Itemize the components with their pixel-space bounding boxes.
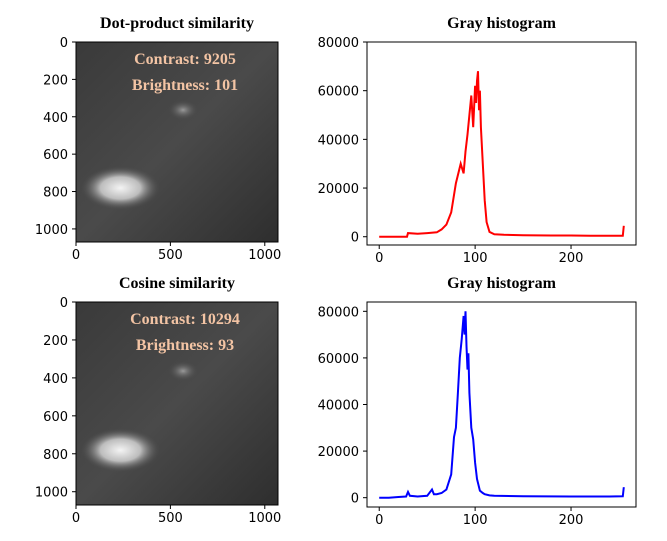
annotation: Contrast: 9205 <box>134 51 236 68</box>
x-tick-label: 200 <box>559 251 584 266</box>
image-highlight <box>80 428 161 473</box>
line <box>379 311 625 499</box>
y-tick-label: 0 <box>60 36 68 51</box>
x-tick-label: 100 <box>463 513 488 528</box>
y-tick-label: 60000 <box>318 352 359 367</box>
y-tick-label: 1000 <box>35 223 68 238</box>
y-tick-label: 40000 <box>318 399 359 414</box>
chart-title: Gray histogram <box>447 275 557 292</box>
annotation: Contrast: 10294 <box>130 311 240 328</box>
y-tick-label: 60000 <box>318 85 359 100</box>
y-tick-label: 40000 <box>318 133 359 148</box>
chart-title: Dot-product similarity <box>100 15 254 32</box>
x-tick-label: 0 <box>72 248 80 263</box>
image-highlight <box>80 166 161 210</box>
y-tick-label: 20000 <box>318 182 359 197</box>
axes-frame <box>366 41 637 246</box>
y-tick-label: 400 <box>43 111 68 126</box>
y-tick-label: 800 <box>43 448 68 463</box>
x-tick-label: 200 <box>559 513 584 528</box>
y-tick-label: 600 <box>43 410 68 425</box>
image-highlight <box>168 361 199 382</box>
chart-title: Cosine similarity <box>119 275 235 292</box>
x-tick-label: 0 <box>375 513 383 528</box>
annotation: Brightness: 93 <box>136 337 234 354</box>
x-tick-label: 1000 <box>248 511 281 526</box>
x-tick-label: 0 <box>375 251 383 266</box>
x-tick-label: 1000 <box>248 248 281 263</box>
y-tick-label: 400 <box>43 372 68 387</box>
y-tick-label: 0 <box>351 231 359 246</box>
y-tick-label: 800 <box>43 186 68 201</box>
y-tick-label: 600 <box>43 148 68 163</box>
y-tick-label: 80000 <box>318 305 359 320</box>
image <box>76 302 278 505</box>
image <box>76 42 278 242</box>
x-tick-label: 100 <box>463 251 488 266</box>
y-tick-label: 200 <box>43 334 68 349</box>
line <box>379 71 625 238</box>
axes-frame <box>75 41 279 243</box>
x-tick-label: 500 <box>158 511 183 526</box>
y-tick-label: 0 <box>60 296 68 311</box>
y-tick-label: 1000 <box>35 486 68 501</box>
y-tick-label: 20000 <box>318 445 359 460</box>
annotation: Brightness: 101 <box>132 77 238 94</box>
y-tick-label: 200 <box>43 73 68 88</box>
image-highlight <box>168 100 199 120</box>
y-tick-label: 0 <box>351 492 359 507</box>
axes-frame <box>366 301 637 508</box>
y-tick-label: 80000 <box>318 36 359 51</box>
x-tick-label: 500 <box>158 248 183 263</box>
axes-frame <box>75 301 279 506</box>
x-tick-label: 0 <box>72 511 80 526</box>
chart-title: Gray histogram <box>447 15 557 32</box>
